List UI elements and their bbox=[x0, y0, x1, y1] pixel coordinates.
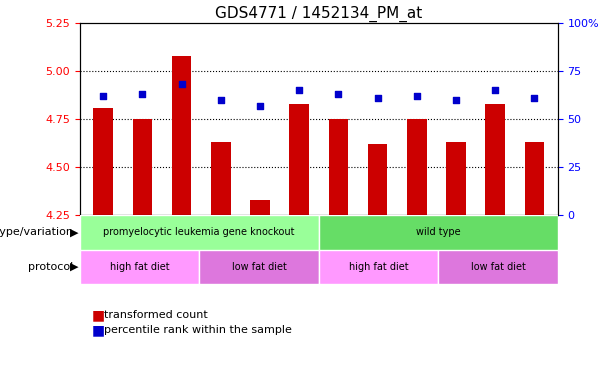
Bar bbox=[485, 104, 505, 215]
Text: high fat diet: high fat diet bbox=[349, 262, 408, 272]
Point bbox=[373, 95, 383, 101]
Point bbox=[216, 97, 226, 103]
Text: ▶: ▶ bbox=[70, 262, 78, 272]
FancyBboxPatch shape bbox=[319, 215, 558, 250]
Text: low fat diet: low fat diet bbox=[471, 262, 525, 272]
Point bbox=[451, 97, 461, 103]
Text: ■: ■ bbox=[92, 323, 105, 337]
Text: transformed count: transformed count bbox=[104, 310, 208, 320]
FancyBboxPatch shape bbox=[438, 250, 558, 284]
Bar bbox=[368, 144, 387, 215]
Text: ■: ■ bbox=[92, 308, 105, 322]
FancyBboxPatch shape bbox=[80, 215, 319, 250]
Point bbox=[177, 81, 186, 88]
FancyBboxPatch shape bbox=[80, 250, 199, 284]
Bar bbox=[407, 119, 427, 215]
Bar bbox=[446, 142, 466, 215]
Bar bbox=[211, 142, 230, 215]
Point bbox=[333, 91, 343, 97]
Text: genotype/variation: genotype/variation bbox=[0, 227, 74, 237]
Point bbox=[412, 93, 422, 99]
Text: low fat diet: low fat diet bbox=[232, 262, 286, 272]
Point bbox=[530, 95, 539, 101]
Text: protocol: protocol bbox=[28, 262, 74, 272]
Bar bbox=[289, 104, 309, 215]
Bar bbox=[329, 119, 348, 215]
FancyBboxPatch shape bbox=[319, 250, 438, 284]
Text: promyelocytic leukemia gene knockout: promyelocytic leukemia gene knockout bbox=[104, 227, 295, 237]
Point bbox=[98, 93, 108, 99]
Text: high fat diet: high fat diet bbox=[110, 262, 169, 272]
Bar bbox=[172, 56, 191, 215]
Text: percentile rank within the sample: percentile rank within the sample bbox=[104, 325, 292, 335]
Bar bbox=[525, 142, 544, 215]
FancyBboxPatch shape bbox=[199, 250, 319, 284]
Bar bbox=[93, 108, 113, 215]
Text: ▶: ▶ bbox=[70, 227, 78, 237]
Bar bbox=[132, 119, 152, 215]
Point bbox=[490, 87, 500, 93]
Bar bbox=[250, 200, 270, 215]
Point bbox=[294, 87, 304, 93]
Title: GDS4771 / 1452134_PM_at: GDS4771 / 1452134_PM_at bbox=[215, 5, 422, 22]
Text: wild type: wild type bbox=[416, 227, 460, 237]
Point bbox=[137, 91, 147, 97]
Point bbox=[255, 103, 265, 109]
